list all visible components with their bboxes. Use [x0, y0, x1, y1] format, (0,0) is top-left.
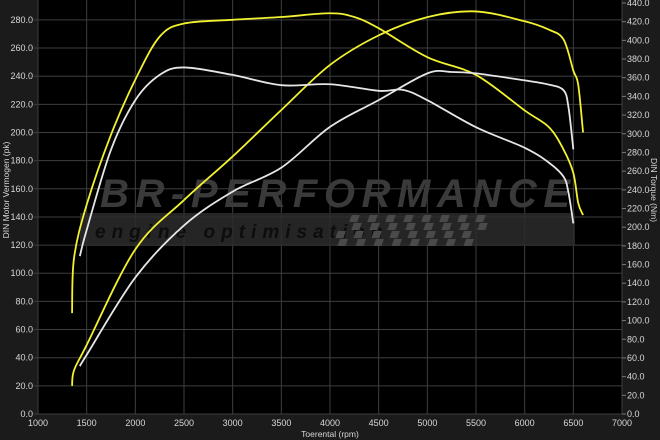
y-tick-label: 140.0: [10, 212, 33, 222]
tuned-power-line: [71, 10, 584, 386]
x-tick-label: 2500: [174, 418, 194, 428]
checker-square: [463, 239, 475, 246]
tuned-torque-line: [71, 12, 584, 314]
y-tick-label: 260.0: [10, 43, 33, 53]
stock-power-line: [79, 69, 575, 367]
y2-tick-label: 120.0: [627, 297, 650, 307]
checker-square: [387, 223, 398, 230]
checker-square: [385, 215, 396, 222]
y-tick-label: 220.0: [10, 99, 33, 109]
y2-tick-label: 260.0: [627, 166, 650, 176]
y2-tick-label: 20.0: [627, 390, 645, 400]
checker-square: [475, 215, 486, 222]
y2-tick-label: 220.0: [627, 204, 650, 214]
checker-square: [443, 231, 454, 238]
y-axis-label: DIN Motor Vermogen (pk): [1, 141, 11, 238]
y-tick-label: 200.0: [10, 127, 33, 137]
checker-square: [351, 223, 362, 230]
stock-torque-line: [78, 66, 575, 257]
checker-square: [369, 223, 380, 230]
x-tick-label: 6500: [563, 418, 583, 428]
x-axis-label: Toerental (rpm): [301, 429, 359, 439]
series-group: [71, 10, 584, 386]
checker-square: [425, 231, 436, 238]
y2-tick-label: 440.0: [627, 0, 650, 8]
checker-square: [421, 215, 432, 222]
y-tick-label: 60.0: [15, 325, 33, 335]
checker-square: [335, 231, 346, 238]
checker-square: [477, 223, 488, 230]
x-tick-label: 1500: [77, 418, 97, 428]
x-tick-label: 3500: [271, 418, 291, 428]
y-tick-label: 100.0: [10, 268, 33, 278]
y-tick-label: 160.0: [10, 184, 33, 194]
y2-tick-label: 360.0: [627, 73, 650, 83]
y2-tick-label: 100.0: [627, 316, 650, 326]
watermark-tagline: engine optimisation: [95, 222, 388, 243]
y2-tick-label: 60.0: [627, 353, 645, 363]
x-tick-label: 5000: [417, 418, 437, 428]
checker-square: [409, 239, 421, 246]
y-tick-label: 40.0: [15, 353, 33, 363]
checker-square: [353, 231, 364, 238]
checker-square: [391, 239, 403, 246]
y2-tick-label: 420.0: [627, 17, 650, 27]
grid: [34, 0, 626, 415]
y2-tick-label: 320.0: [627, 110, 650, 120]
x-tick-label: 2000: [125, 418, 145, 428]
checker-square: [349, 215, 360, 222]
watermark-logo: BR-PERFORMANCE engine optimisation: [80, 172, 575, 246]
tick-labels: 1000 1500 2000 2500 3000 3500 4000 4500 5000 5500…: [10, 0, 649, 428]
y2-tick-label: 180.0: [627, 241, 650, 251]
checker-square: [367, 215, 378, 222]
watermark-brand: BR-PERFORMANCE: [100, 172, 571, 216]
y2-tick-label: 40.0: [627, 372, 645, 382]
checker-square: [423, 223, 434, 230]
y-tick-label: 280.0: [10, 15, 33, 25]
y2-tick-label: 160.0: [627, 260, 650, 270]
x-tick-label: 3000: [223, 418, 243, 428]
checker-square: [403, 215, 414, 222]
y2-tick-label: 300.0: [627, 129, 650, 139]
y2-tick-label: 280.0: [627, 147, 650, 157]
checker-square: [445, 239, 457, 246]
x-tick-label: 7000: [612, 418, 632, 428]
x-tick-label: 4000: [320, 418, 340, 428]
checker-square: [407, 231, 418, 238]
y2-tick-label: 400.0: [627, 35, 650, 45]
y2-tick-label: 0.0: [627, 409, 640, 419]
y-tick-label: 0.0: [20, 409, 33, 419]
checker-square: [439, 215, 450, 222]
checker-square: [457, 215, 468, 222]
y2-tick-label: 80.0: [627, 334, 645, 344]
x-tick-label: 4500: [369, 418, 389, 428]
checker-square: [373, 239, 385, 246]
checker-square: [337, 239, 349, 246]
checker-square: [389, 231, 400, 238]
checker-square: [371, 231, 382, 238]
y2-tick-label: 240.0: [627, 185, 650, 195]
x-tick-label: 5500: [466, 418, 486, 428]
y2-axis-label: DIN Torque (Nm): [649, 158, 659, 222]
y2-tick-label: 140.0: [627, 278, 650, 288]
y-tick-label: 80.0: [15, 296, 33, 306]
y-tick-label: 240.0: [10, 71, 33, 81]
y2-tick-label: 340.0: [627, 91, 650, 101]
checker-square: [405, 223, 416, 230]
y-tick-label: 180.0: [10, 156, 33, 166]
y2-tick-label: 200.0: [627, 222, 650, 232]
checker-square: [427, 239, 439, 246]
checker-square: [441, 223, 452, 230]
x-tick-label: 6000: [515, 418, 535, 428]
checker-square: [461, 231, 472, 238]
y-tick-label: 120.0: [10, 240, 33, 250]
checker-square: [355, 239, 367, 246]
x-tick-label: 1000: [28, 418, 48, 428]
y2-tick-label: 380.0: [627, 54, 650, 64]
y-tick-label: 20.0: [15, 381, 33, 391]
checker-square: [459, 223, 470, 230]
